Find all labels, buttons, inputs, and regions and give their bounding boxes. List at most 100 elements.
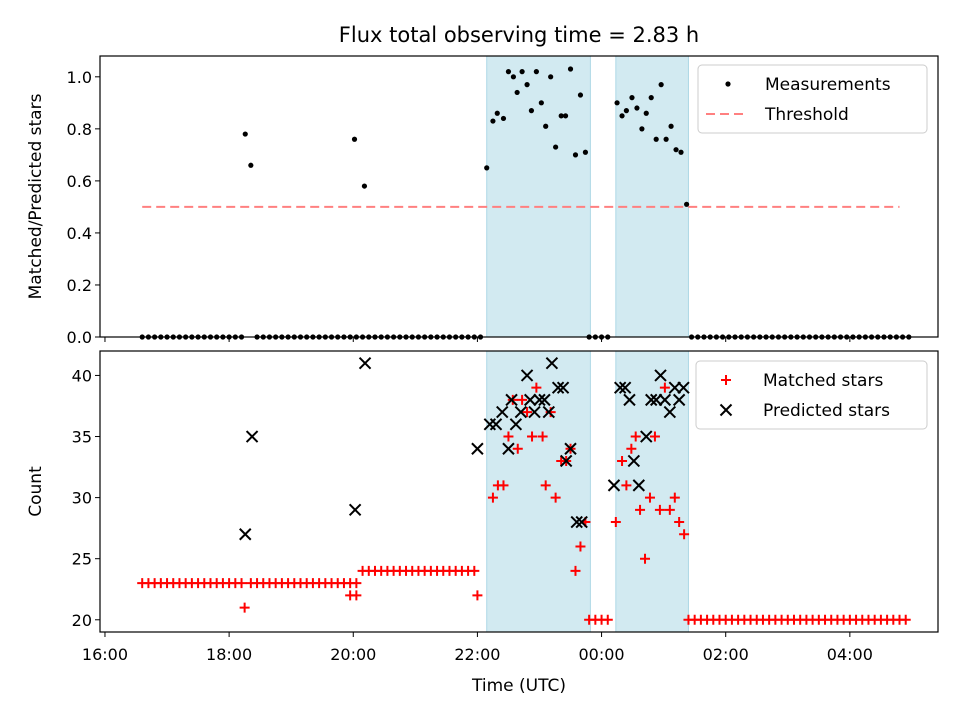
measurement-point [582, 149, 589, 155]
measurement-point [577, 92, 584, 98]
matched-star-point [472, 590, 483, 601]
matched-star-point [469, 565, 480, 576]
matched-star-point [621, 480, 632, 491]
matched-star-point [644, 492, 655, 503]
predicted-star-point [570, 515, 583, 529]
matched-star-point [610, 517, 621, 528]
x-tick-label: 20:00 [330, 645, 376, 664]
matched-star-point [351, 578, 362, 589]
predicted-star-point [551, 381, 565, 394]
matched-star-point [669, 492, 680, 503]
measurement-point [484, 165, 490, 171]
measurement-point [614, 100, 620, 106]
legend-marker-measurements [725, 81, 731, 87]
predicted-star-point [613, 381, 627, 394]
axes-frame [99, 350, 939, 633]
predicted-star-point [618, 381, 632, 394]
y-tick-label: 0.6 [67, 172, 92, 191]
matched-star-point [550, 492, 561, 503]
measurement-point [242, 131, 248, 137]
predicted-star-point [245, 430, 259, 443]
predicted-star-point [623, 393, 636, 407]
legend-label: Measurements [765, 75, 891, 95]
matched-star-point [617, 455, 628, 466]
matched-star-point [351, 590, 362, 601]
matched-star-point [602, 614, 613, 625]
predicted-star-point [523, 393, 537, 407]
matched-star-point [487, 492, 498, 503]
predicted-star-point [645, 393, 658, 407]
shaded-region-0 [486, 350, 591, 633]
measurement-point [514, 89, 520, 96]
predicted-star-point [677, 381, 690, 394]
measurement-point [248, 162, 254, 168]
measurement-point [572, 152, 579, 158]
measurement-point [524, 82, 530, 88]
measurement-point [673, 147, 679, 153]
measurement-point [648, 95, 654, 101]
matched-star-point [540, 480, 551, 491]
predicted-star-point [348, 503, 362, 517]
matched-star-point [537, 431, 548, 442]
measurement-point [562, 113, 569, 119]
y-tick-label: 35 [72, 428, 92, 447]
predicted-star-point [632, 479, 646, 492]
matched-star-point [664, 504, 675, 515]
predicted-star-point [471, 442, 484, 455]
measurement-point [658, 82, 664, 88]
matched-star-point [900, 614, 911, 625]
shaded-region-1 [615, 350, 689, 633]
legend-label: Threshold [764, 105, 849, 125]
legend-label: Matched stars [763, 371, 883, 391]
predicted-star-point [542, 405, 556, 419]
predicted-star-point [575, 515, 588, 529]
matched-star-point [626, 443, 637, 454]
matched-star-point [640, 553, 651, 564]
predicted-star-point [528, 405, 541, 419]
matched-star-point [522, 407, 533, 418]
predicted-star-point [514, 405, 528, 419]
predicted-star-point [505, 393, 518, 407]
y-tick-label: 20 [72, 611, 92, 630]
y-tick-label: 1.0 [67, 68, 92, 87]
measurement-point [634, 105, 640, 111]
measurement-point [678, 149, 684, 155]
predicted-star-point [556, 381, 570, 394]
measurement-point [543, 123, 549, 129]
shaded-region-0 [486, 55, 591, 338]
matched-star-point [649, 431, 660, 442]
predicted-star-point [564, 442, 577, 455]
matched-star-point [498, 480, 509, 491]
x-tick-label: 04:00 [827, 645, 873, 664]
matched-star-point [503, 431, 514, 442]
predicted-star-point [509, 418, 523, 431]
measurement-point [567, 66, 574, 72]
y-tick-label: 0.0 [67, 328, 92, 347]
measurement-point [684, 201, 690, 207]
legend-marker-predicted [719, 403, 733, 417]
predicted-star-point [502, 442, 515, 455]
measurement-point [510, 74, 517, 80]
measurement-point [548, 74, 554, 80]
predicted-star-point [239, 528, 252, 541]
x-axis-label: Time (UTC) [471, 676, 566, 696]
predicted-star-point [658, 393, 672, 407]
bottom-panel: 20 25 30 35 40 16:00 18:00 20:00 22:00 00:00 02:00… [26, 350, 939, 696]
legend-label: Predicted stars [763, 401, 890, 421]
matched-star-point [239, 602, 250, 613]
matched-star-point [570, 565, 581, 576]
y-tick-label: 25 [72, 550, 92, 569]
matched-star-point [679, 529, 690, 540]
predicted-star-point [559, 454, 573, 468]
y-tick-label: 0.8 [67, 120, 92, 139]
measurement-point [623, 108, 629, 114]
measurement-point [528, 108, 535, 114]
matched-star-point [545, 407, 556, 418]
matched-star-point [512, 443, 523, 454]
y-axis-label: Matched/Predicted stars [26, 93, 46, 299]
measurement-point [494, 110, 500, 116]
predicted-star-point [640, 430, 653, 443]
measurement-point [653, 136, 659, 142]
legend-box [695, 360, 928, 430]
